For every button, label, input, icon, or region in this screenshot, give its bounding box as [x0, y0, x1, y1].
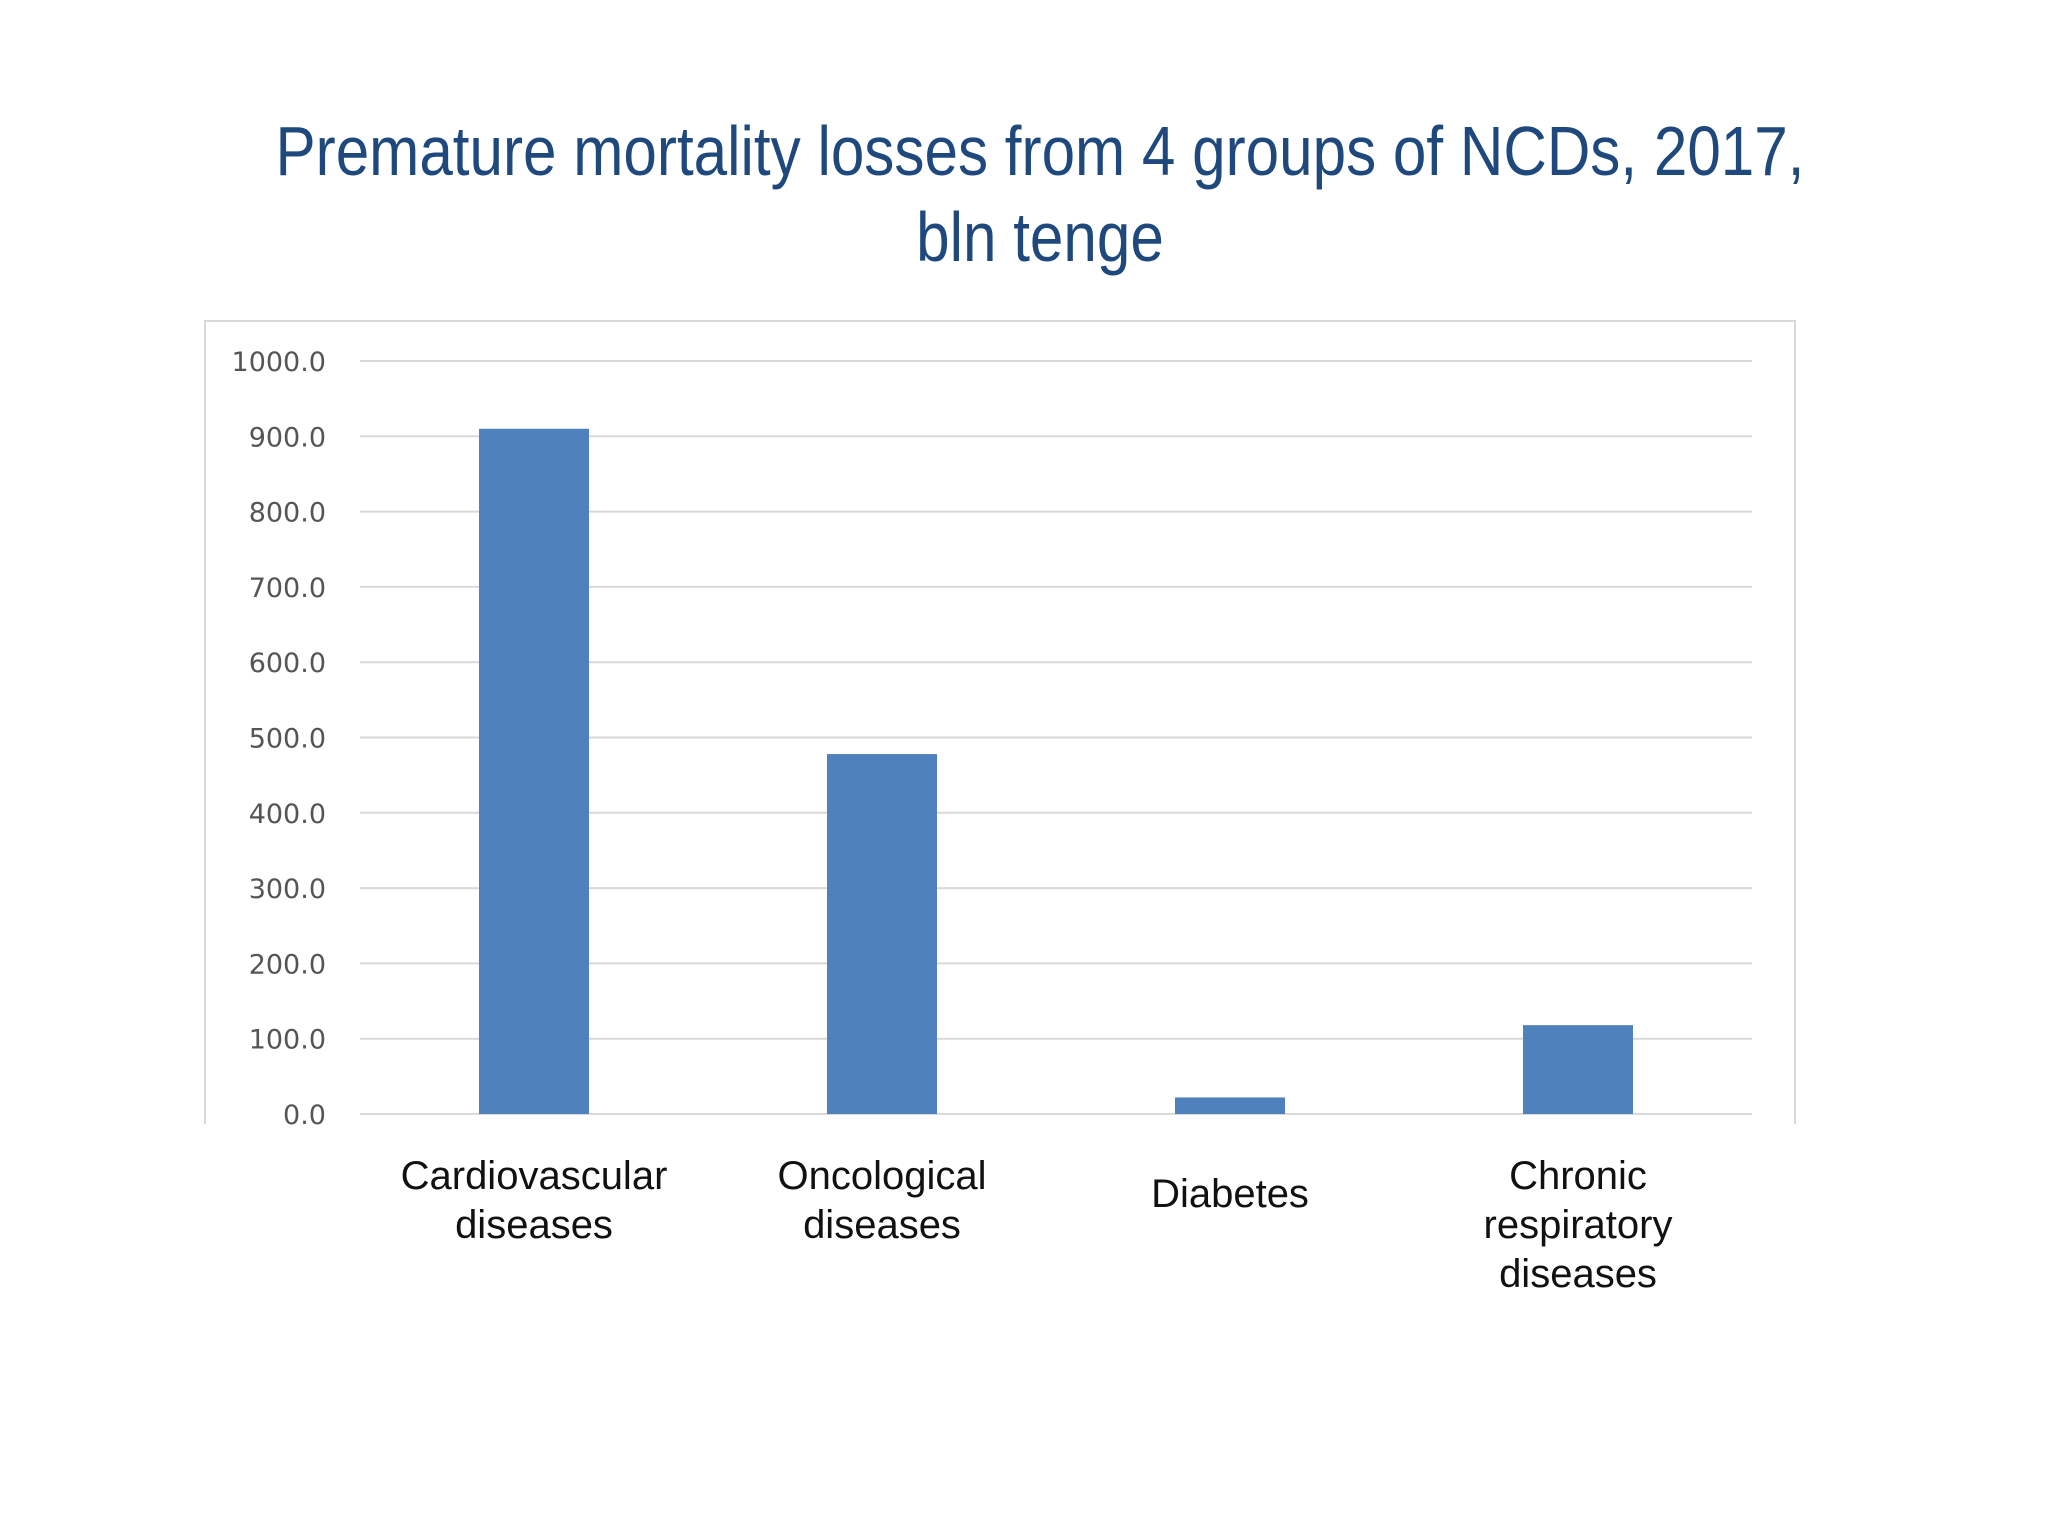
x-category-label: Cardiovascular diseases — [401, 1154, 668, 1247]
chart-title: Premature mortality losses from 4 groups… — [266, 108, 1814, 280]
gridlines — [360, 360, 1752, 1115]
x-category-label-line: diseases — [803, 1203, 961, 1247]
x-category-label: Diabetes — [1151, 1172, 1309, 1216]
bar — [1523, 1025, 1633, 1114]
y-tick-label: 600.0 — [249, 648, 326, 679]
x-category-label-line: Diabetes — [1151, 1172, 1309, 1216]
bar — [1175, 1097, 1285, 1114]
x-category-label-line: Chronic — [1509, 1154, 1647, 1198]
y-tick-label: 0.0 — [283, 1100, 326, 1131]
x-category-label: Oncological diseases — [777, 1154, 986, 1247]
x-category-label-line: respiratory — [1484, 1203, 1673, 1247]
y-tick-label: 400.0 — [249, 799, 326, 830]
x-category-label-line: diseases — [455, 1203, 613, 1247]
chart-frame — [204, 320, 1796, 1124]
bar — [827, 754, 937, 1114]
x-category-label-line: diseases — [1499, 1252, 1657, 1296]
x-category-label: Chronic respiratory diseases — [1484, 1154, 1673, 1296]
chart-title-line-2: bln tenge — [916, 198, 1164, 276]
x-axis-categories: Cardiovascular diseases Oncological disease… — [401, 1154, 1673, 1296]
x-category-label-line: Oncological — [777, 1154, 986, 1198]
chart-frame-border — [204, 320, 1796, 1124]
y-tick-label: 900.0 — [249, 422, 326, 453]
chart-title-line-1: Premature mortality losses from 4 groups… — [275, 112, 1805, 190]
bar — [479, 428, 589, 1114]
y-tick-label: 500.0 — [249, 724, 326, 755]
y-tick-label: 1000.0 — [232, 347, 326, 378]
y-tick-label: 700.0 — [249, 573, 326, 604]
y-axis-ticks: 0.0 100.0 200.0 300.0 400.0 500.0 600.0 700.0 80… — [232, 347, 326, 1131]
y-tick-label: 200.0 — [249, 949, 326, 980]
y-tick-label: 300.0 — [249, 874, 326, 905]
y-tick-label: 100.0 — [249, 1025, 326, 1056]
y-tick-label: 800.0 — [249, 498, 326, 529]
bars — [479, 428, 1633, 1114]
x-category-label-line: Cardiovascular — [401, 1154, 668, 1198]
